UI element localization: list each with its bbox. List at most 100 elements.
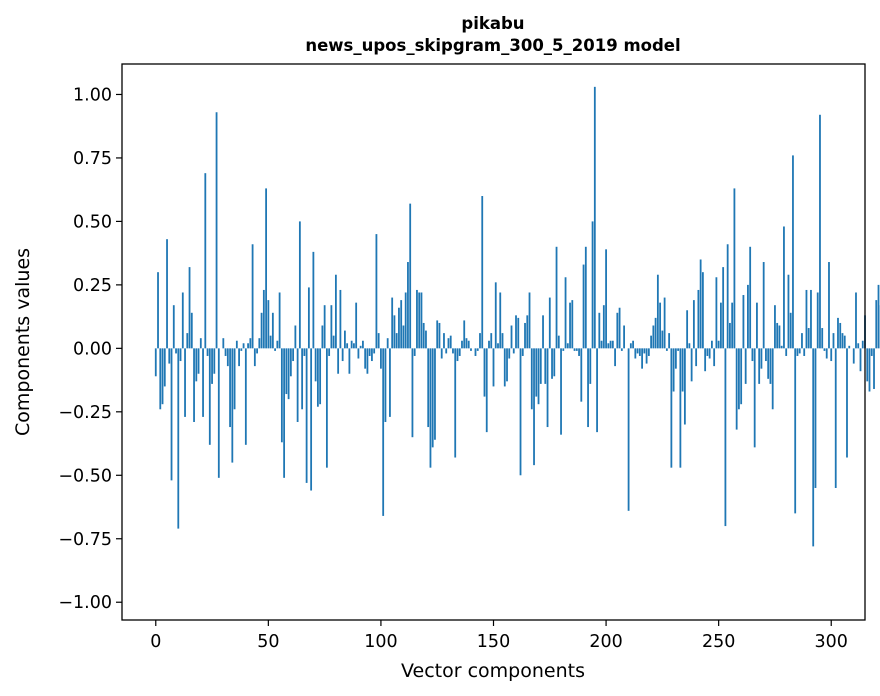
bar-92 <box>362 340 364 349</box>
bar-37 <box>238 348 240 367</box>
bar-20 <box>199 338 202 349</box>
bar-301 <box>832 333 835 349</box>
bar-69 <box>310 348 313 491</box>
bar-163 <box>521 348 524 356</box>
bar-98 <box>375 234 378 349</box>
bar-175 <box>548 297 551 349</box>
bar-284 <box>794 348 797 514</box>
bar-271 <box>765 348 767 362</box>
bar-187 <box>575 348 578 351</box>
bar-138 <box>465 338 468 349</box>
bar-257 <box>733 188 736 349</box>
bar-53 <box>274 348 276 351</box>
bar-153 <box>499 292 502 349</box>
bar-210 <box>627 348 630 511</box>
bar-200 <box>605 249 607 349</box>
bar-241 <box>697 289 700 349</box>
bar-239 <box>692 300 695 349</box>
bar-129 <box>445 348 448 354</box>
x-tick-label: 150 <box>477 632 510 652</box>
bar-73 <box>319 348 322 405</box>
bar-65 <box>301 348 304 410</box>
bar-106 <box>393 315 396 349</box>
bar-233 <box>679 348 682 468</box>
bar-96 <box>371 348 373 362</box>
bar-101 <box>382 348 385 516</box>
bar-320 <box>875 300 878 349</box>
bar-10 <box>177 348 180 529</box>
bar-287 <box>801 333 803 349</box>
bar-102 <box>384 348 387 422</box>
bar-143 <box>476 348 479 351</box>
bar-9 <box>175 348 177 354</box>
bar-318 <box>870 348 873 356</box>
bar-60 <box>289 348 292 377</box>
bar-38 <box>240 348 243 351</box>
bar-268 <box>758 348 761 384</box>
bar-99 <box>377 333 380 349</box>
bar-159 <box>512 348 515 354</box>
bar-56 <box>280 348 283 443</box>
bar-254 <box>726 244 729 349</box>
bar-58 <box>285 348 288 395</box>
bar-261 <box>742 295 745 349</box>
bar-126 <box>438 322 441 349</box>
bar-3 <box>161 348 164 405</box>
bar-1 <box>157 272 159 349</box>
bar-165 <box>526 315 529 349</box>
bar-28 <box>217 348 220 478</box>
bar-14 <box>186 333 189 349</box>
bar-205 <box>616 312 619 349</box>
bar-176 <box>551 348 553 379</box>
bar-267 <box>756 302 758 349</box>
bar-247 <box>711 340 713 349</box>
bar-256 <box>731 302 734 349</box>
bar-43 <box>251 244 254 349</box>
bar-226 <box>663 297 666 349</box>
bar-180 <box>560 348 562 435</box>
bar-156 <box>506 348 508 382</box>
bar-316 <box>866 348 869 382</box>
bar-298 <box>825 348 828 359</box>
y-tick-label: 1.00 <box>73 85 112 105</box>
x-tick-label: 200 <box>589 632 622 652</box>
bar-154 <box>501 333 504 349</box>
bar-207 <box>620 348 623 351</box>
chart-title-line1: pikabu <box>461 14 524 33</box>
bar-168 <box>533 348 535 466</box>
bar-211 <box>629 343 632 349</box>
bar-285 <box>796 348 799 356</box>
y-tick-label: −0.75 <box>58 530 112 550</box>
bar-215 <box>638 348 641 356</box>
bar-170 <box>537 348 540 405</box>
bar-155 <box>503 348 506 387</box>
bar-108 <box>398 307 400 349</box>
bar-258 <box>735 348 738 430</box>
bar-82 <box>339 289 342 349</box>
bar-134 <box>456 348 459 362</box>
bar-158 <box>510 325 513 349</box>
bar-17 <box>193 348 195 422</box>
bar-288 <box>803 348 806 356</box>
bar-162 <box>519 348 522 476</box>
bar-277 <box>778 325 781 349</box>
bar-85 <box>346 343 349 349</box>
bar-183 <box>566 343 569 349</box>
bar-278 <box>780 345 783 349</box>
bar-246 <box>708 348 711 359</box>
bar-70 <box>312 251 315 349</box>
bar-71 <box>314 348 317 382</box>
bar-173 <box>544 348 547 384</box>
bar-47 <box>260 312 263 349</box>
bar-198 <box>600 340 603 349</box>
bars-group <box>154 86 880 547</box>
bar-149 <box>490 333 493 349</box>
bar-4 <box>163 348 166 387</box>
bar-68 <box>307 287 310 349</box>
bar-22 <box>204 173 207 349</box>
bar-67 <box>305 348 308 483</box>
bar-208 <box>623 325 625 349</box>
plot-frame <box>121 63 866 621</box>
bar-122 <box>429 348 432 468</box>
bar-262 <box>744 348 747 384</box>
